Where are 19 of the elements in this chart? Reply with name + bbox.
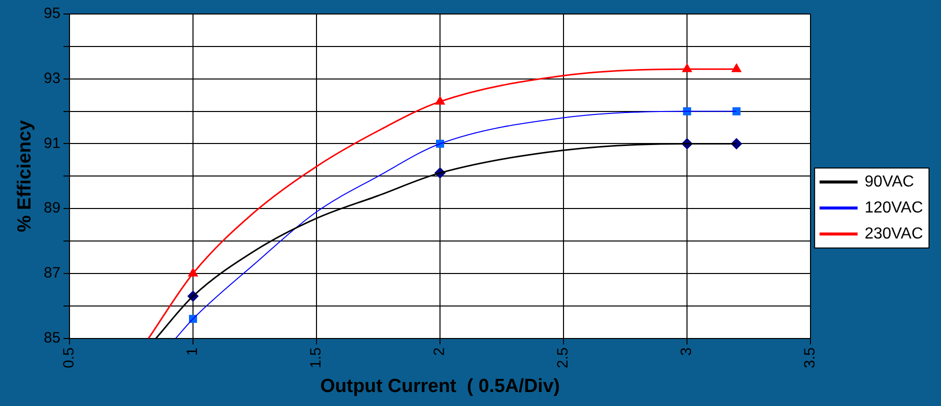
legend-label: 230VAC xyxy=(864,225,923,242)
point xyxy=(732,107,741,116)
x-tick-label: 3.5 xyxy=(802,347,819,368)
x-tick-label: 2 xyxy=(431,347,448,356)
x-tick-label: 3 xyxy=(678,347,696,356)
y-tick-label: 95 xyxy=(44,5,60,22)
x-tick-label: 0.5 xyxy=(60,347,78,368)
y-tick-label: 91 xyxy=(44,134,60,152)
y-tick-label: 87 xyxy=(44,264,60,282)
y-axis-title: % Efficiency xyxy=(14,120,36,232)
y-tick-label: 89 xyxy=(44,200,60,217)
x-tick-label: 1.5 xyxy=(308,347,325,368)
legend-label: 120VAC xyxy=(864,199,923,216)
x-tick-label: 2.5 xyxy=(554,347,572,368)
y-tick-label: 85 xyxy=(44,329,60,346)
y-tick-label: 93 xyxy=(44,70,60,88)
legend-label: 90VAC xyxy=(864,173,914,190)
x-tick-label: 1 xyxy=(184,347,202,356)
x-axis-title: Output Current ( 0.5A/Div) xyxy=(320,376,560,397)
